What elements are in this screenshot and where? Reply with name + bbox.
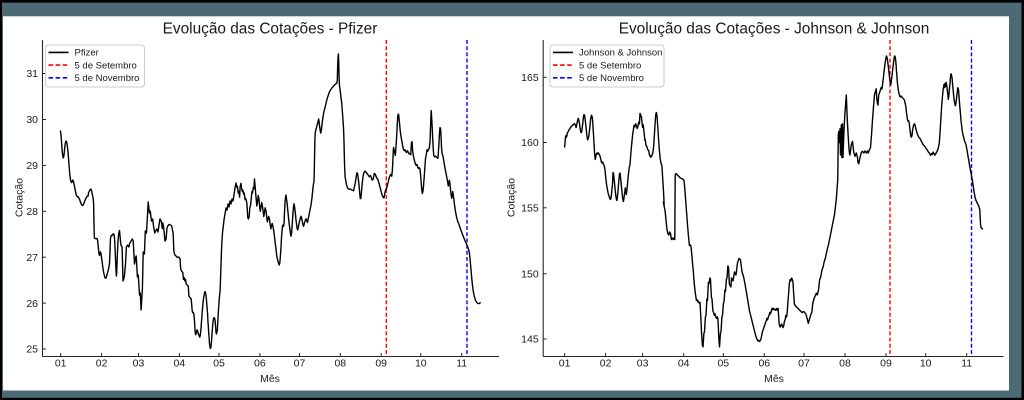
svg-text:01: 01 [559,358,571,370]
svg-text:02: 02 [96,358,108,370]
svg-text:06: 06 [758,358,770,370]
svg-text:07: 07 [798,358,810,370]
svg-text:07: 07 [294,358,306,370]
svg-text:11: 11 [456,358,467,370]
svg-text:02: 02 [600,358,612,370]
svg-text:03: 03 [133,358,145,370]
svg-text:28: 28 [26,206,38,218]
svg-text:150: 150 [521,269,539,281]
svg-text:10: 10 [415,358,427,370]
svg-text:Johnson & Johnson: Johnson & Johnson [579,48,662,59]
svg-text:09: 09 [375,358,387,370]
svg-text:01: 01 [55,358,67,370]
svg-text:09: 09 [880,358,892,370]
svg-text:04: 04 [174,358,186,370]
svg-text:Pfizer: Pfizer [75,48,99,59]
svg-text:06: 06 [254,358,266,370]
svg-text:31: 31 [26,68,38,80]
svg-text:Evolução das Cotações - Pfizer: Evolução das Cotações - Pfizer [163,21,378,38]
svg-text:Evolução das Cotações - Johnso: Evolução das Cotações - Johnson & Johnso… [619,21,930,38]
svg-text:5 de Setembro: 5 de Setembro [579,60,641,71]
svg-text:26: 26 [26,298,38,310]
svg-text:155: 155 [521,203,539,215]
svg-text:Mês: Mês [260,373,280,385]
svg-text:5 de Novembro: 5 de Novembro [579,73,644,84]
svg-text:5 de Novembro: 5 de Novembro [75,73,140,84]
svg-text:160: 160 [521,137,539,149]
svg-text:05: 05 [213,358,225,370]
svg-text:5 de Setembro: 5 de Setembro [75,60,137,71]
svg-text:Mês: Mês [764,373,784,385]
svg-text:29: 29 [26,160,38,172]
svg-text:08: 08 [334,358,346,370]
svg-text:05: 05 [717,358,729,370]
svg-text:03: 03 [637,358,649,370]
svg-text:10: 10 [920,358,932,370]
svg-text:Cotação: Cotação [506,178,518,217]
svg-text:Cotação: Cotação [13,178,25,217]
svg-text:08: 08 [839,358,851,370]
svg-text:165: 165 [521,72,539,84]
svg-text:145: 145 [521,334,539,346]
svg-text:30: 30 [26,114,38,126]
svg-text:27: 27 [26,252,38,264]
svg-text:11: 11 [961,358,972,370]
svg-text:04: 04 [678,358,690,370]
svg-text:25: 25 [26,344,38,356]
